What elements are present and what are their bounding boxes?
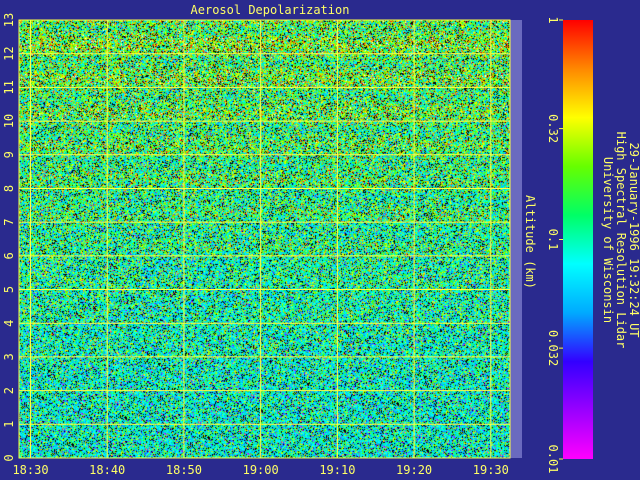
y-tick-label: 6 bbox=[2, 252, 16, 259]
annotation-line-3: 29-January-1996 19:32:24 UT bbox=[627, 142, 640, 337]
y-tick-label: 12 bbox=[2, 46, 16, 60]
y-tick-label: 3 bbox=[2, 353, 16, 360]
colorbar-tick-label: 0.01 bbox=[546, 445, 560, 474]
x-tick-label: 18:50 bbox=[166, 463, 202, 477]
colorbar bbox=[563, 20, 593, 459]
plot-frame-strip bbox=[510, 20, 522, 458]
y-tick-label: 0 bbox=[2, 454, 16, 461]
y-axis-title: Altitude (km) bbox=[523, 195, 537, 289]
x-tick-label: 19:00 bbox=[243, 463, 279, 477]
chart-title: Aerosol Depolarization bbox=[191, 3, 350, 17]
y-tick-label: 10 bbox=[2, 114, 16, 128]
x-tick-label: 18:30 bbox=[12, 463, 48, 477]
y-tick-label: 8 bbox=[2, 185, 16, 192]
y-tick-label: 9 bbox=[2, 151, 16, 158]
heatmap-cells bbox=[19, 20, 510, 458]
colorbar-tick-label: 0.32 bbox=[546, 114, 560, 143]
y-tick-label: 4 bbox=[2, 320, 16, 327]
y-tick-label: 7 bbox=[2, 219, 16, 226]
y-tick-label: 13 bbox=[2, 13, 16, 27]
annotation-line-1: University of Wisconsin bbox=[601, 157, 615, 323]
x-tick-label: 19:10 bbox=[319, 463, 355, 477]
annotation-block: University of Wisconsin High Spectral Re… bbox=[601, 132, 640, 349]
y-tick-label: 11 bbox=[2, 80, 16, 94]
annotation-line-2: High Spectral Resolution Lidar bbox=[614, 132, 628, 349]
x-tick-label: 19:20 bbox=[396, 463, 432, 477]
y-tick-label: 2 bbox=[2, 387, 16, 394]
plot-border bbox=[18, 19, 511, 459]
x-tick-label: 18:40 bbox=[89, 463, 125, 477]
colorbar-tick-label: 0.032 bbox=[546, 330, 560, 366]
y-tick-label: 5 bbox=[2, 286, 16, 293]
y-tick-label: 1 bbox=[2, 421, 16, 428]
x-tick-label: 19:30 bbox=[473, 463, 509, 477]
colorbar-tick-label: 1 bbox=[546, 16, 560, 23]
colorbar-tick-label: 0.1 bbox=[546, 229, 560, 251]
